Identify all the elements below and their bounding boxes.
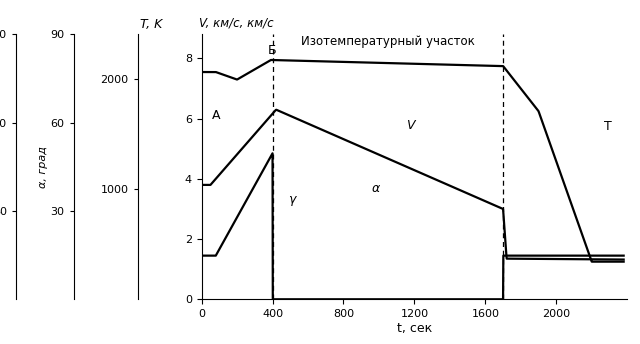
Text: γ: γ — [289, 193, 296, 206]
Text: V, км/с, км/с: V, км/с, км/с — [200, 16, 274, 29]
Text: Изотемпературный участок: Изотемпературный участок — [301, 35, 475, 48]
Text: А: А — [212, 109, 221, 122]
X-axis label: t, сек: t, сек — [397, 322, 432, 335]
Text: α: α — [372, 182, 380, 195]
Text: Б: Б — [268, 44, 277, 57]
Text: V: V — [406, 119, 414, 132]
Text: T, K: T, K — [140, 18, 162, 31]
Y-axis label: α, град: α, град — [38, 146, 47, 188]
Text: Т: Т — [604, 120, 612, 133]
